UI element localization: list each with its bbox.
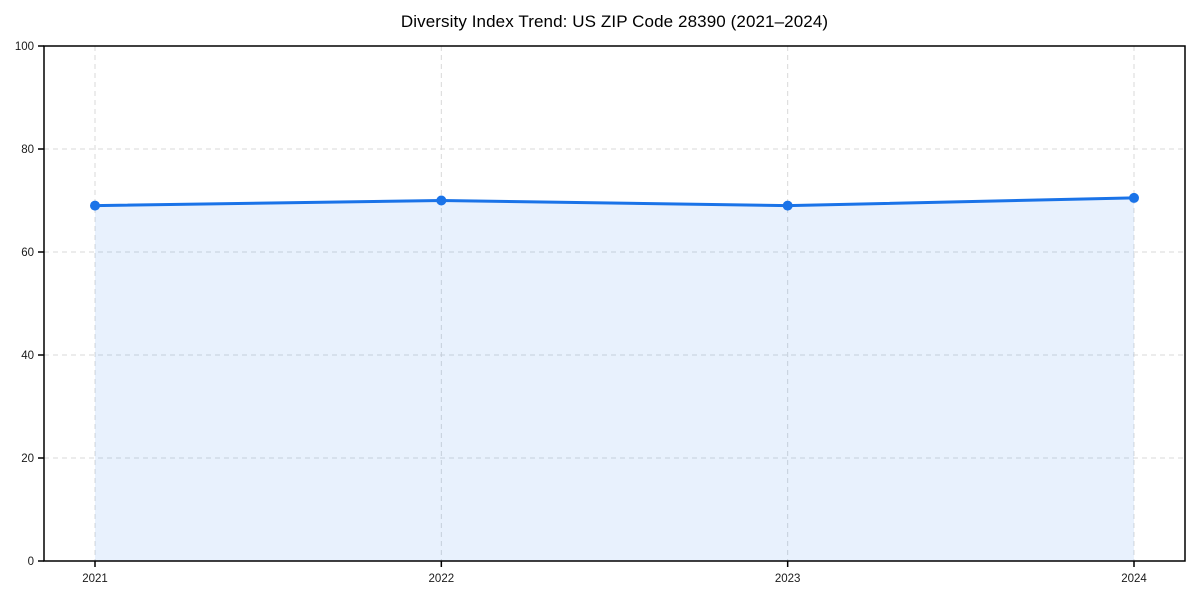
data-point [436,195,447,206]
trend-line [93,196,1136,208]
y-tick-label: 40 [21,350,34,362]
y-tick-label: 0 [28,556,34,568]
y-tick-label: 80 [21,144,34,156]
x-tick-label: 2022 [429,573,455,585]
data-point [782,200,793,211]
y-tick-label: 20 [21,453,34,465]
data-point [90,200,100,211]
area-fill [95,197,1134,562]
x-tick-label: 2021 [82,573,108,585]
y-tick-label: 100 [15,41,34,53]
plot-spines [43,45,1186,562]
chart-title: Diversity Index Trend: US ZIP Code 28390… [400,12,829,31]
y-tick-label: 60 [21,247,34,259]
x-tick-label: 2023 [775,573,801,585]
x-tick-label: 2024 [1121,573,1147,585]
data-point [1129,192,1139,203]
